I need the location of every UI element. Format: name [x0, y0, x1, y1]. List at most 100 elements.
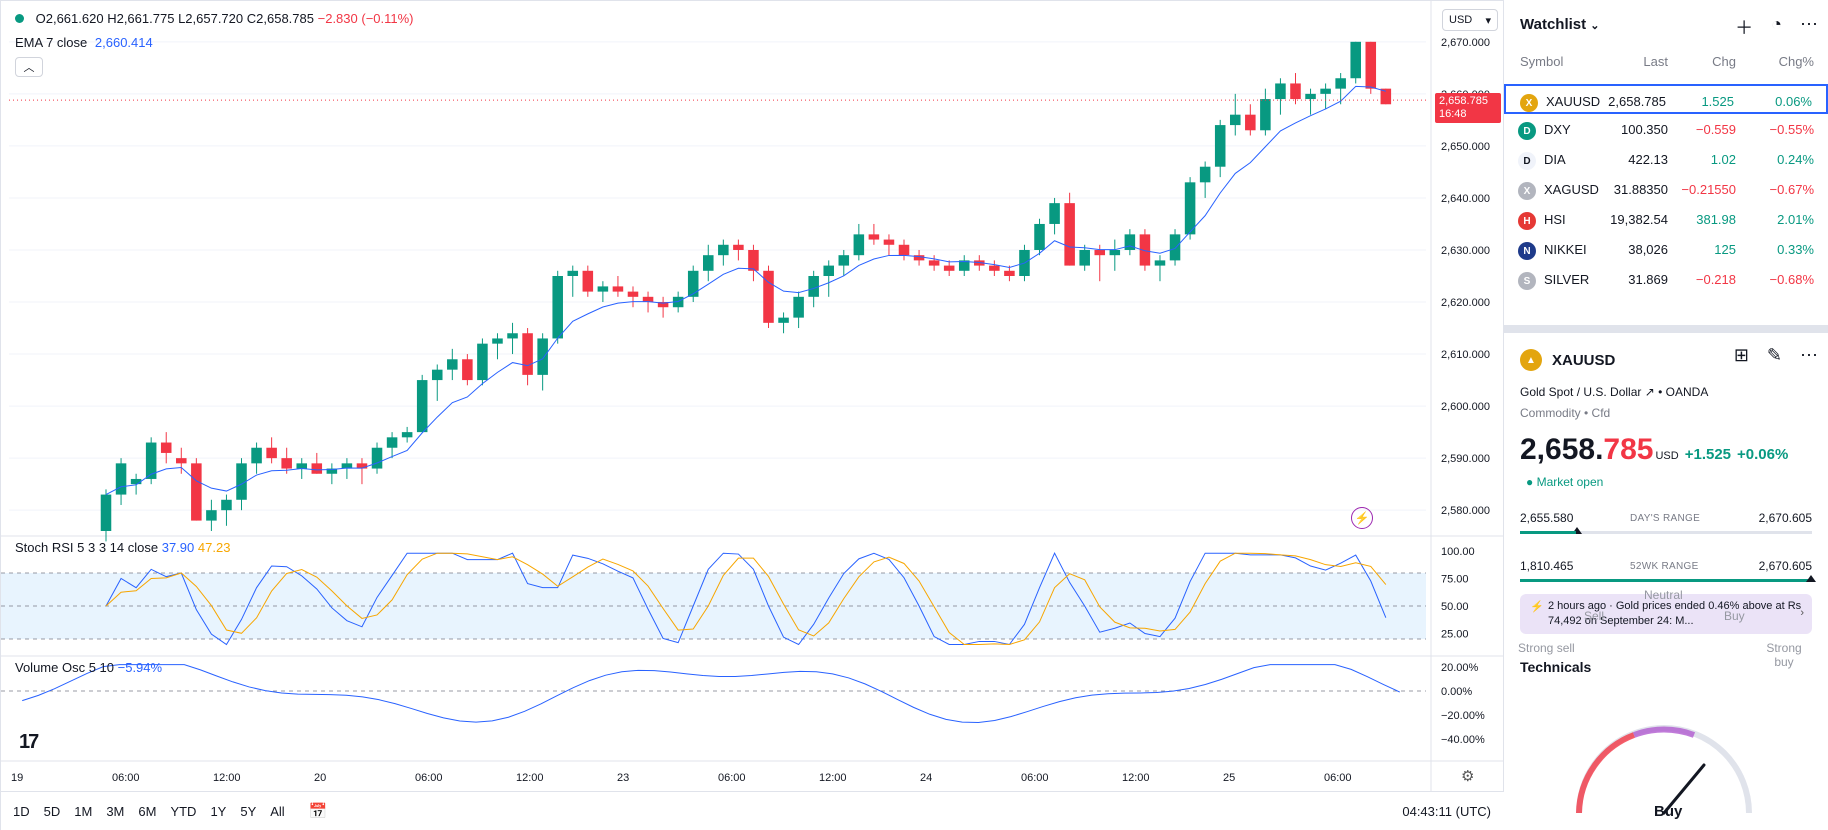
watchlist-row[interactable]: S SILVER 31.869 −0.218 −0.68% [1504, 264, 1828, 294]
tf-5d[interactable]: 5D [43, 803, 61, 819]
ohlc-legend: O2,661.620 H2,661.775 L2,657.720 C2,658.… [15, 11, 414, 26]
price-tick: 2,640.000 [1441, 193, 1490, 205]
price-tick: 2,650.000 [1441, 141, 1490, 153]
candle [236, 463, 247, 500]
candle [1245, 114, 1256, 131]
row-chgpct: −0.55% [1769, 122, 1814, 137]
wk-range-label: 52WK RANGE [1630, 561, 1699, 572]
candle [868, 234, 880, 240]
tf-5y[interactable]: 5Y [240, 803, 257, 819]
add-symbol-icon[interactable]: ＋ [1735, 18, 1754, 38]
gold-icon: ▲ [1520, 349, 1542, 371]
wk-marker [1806, 575, 1816, 582]
watchlist-row[interactable]: X XAGUSD 31.88350 −0.21550 −0.67% [1504, 174, 1828, 204]
advanced-view-icon[interactable]: ◔ [1771, 14, 1782, 34]
col-last[interactable]: Last [1643, 54, 1668, 69]
vol-label: Volume Osc 5 10 [15, 660, 114, 675]
col-symbol[interactable]: Symbol [1520, 54, 1564, 69]
row-last: 38,026 [1628, 242, 1668, 257]
ema-legend[interactable]: EMA 7 close 2,660.414 [15, 35, 153, 50]
col-chgpct[interactable]: Chg% [1778, 54, 1814, 69]
tf-3m[interactable]: 3M [106, 803, 125, 819]
stoch-rsi-legend[interactable]: Stoch RSI 5 3 3 14 close 37.90 47.23 [15, 540, 230, 555]
ema-label: EMA 7 close [15, 35, 88, 50]
detail-symbol[interactable]: XAUUSD [1552, 351, 1616, 369]
volume-osc-legend[interactable]: Volume Osc 5 10 −5.94% [15, 660, 162, 675]
instrument-name[interactable]: Gold Spot / U.S. Dollar ↗ • OANDA [1520, 385, 1709, 399]
time-tick: 25 [1223, 772, 1235, 784]
row-chg: −0.218 [1695, 272, 1736, 287]
layout-icon[interactable]: ⊞ [1733, 345, 1749, 365]
instrument-category: Commodity • Cfd [1520, 406, 1611, 420]
candle [943, 265, 955, 271]
candle [687, 270, 699, 297]
wk-low: 1,810.465 [1520, 559, 1574, 573]
tf-1y[interactable]: 1Y [210, 803, 227, 819]
chart-area[interactable]: 2,670.0002,660.0002,650.0002,640.0002,63… [0, 0, 1505, 830]
tf-ytd[interactable]: YTD [170, 803, 197, 819]
market-status[interactable]: ● Market open [1526, 475, 1604, 489]
dollar-icon: D [1518, 122, 1536, 140]
news-text: 2 hours ago · Gold prices ended 0.46% ab… [1548, 600, 1802, 627]
candle [838, 255, 850, 266]
candle [160, 442, 172, 453]
legend-close: C2,658.785 [246, 11, 314, 26]
time-tick: 12:00 [516, 772, 544, 784]
col-chg[interactable]: Chg [1712, 54, 1736, 69]
row-chg: −0.559 [1695, 122, 1736, 137]
collapse-legend-button[interactable]: ︿ [15, 57, 43, 77]
tf-all[interactable]: All [270, 803, 285, 819]
gauge-sell: Sell [1584, 609, 1605, 623]
row-chg: 381.98 [1696, 212, 1736, 227]
candle [296, 463, 308, 469]
watchlist-row[interactable]: X XAUUSD 2,658.785 1.525 0.06% [1504, 84, 1828, 114]
candle [326, 468, 338, 474]
row-symbol: XAGUSD [1544, 182, 1599, 197]
candle [416, 380, 428, 433]
candle [657, 302, 669, 308]
calendar-icon[interactable]: 📅 [308, 803, 328, 820]
tradingview-logo[interactable]: 17 [19, 731, 39, 753]
candle [1169, 234, 1181, 261]
row-chg: 1.525 [1701, 94, 1734, 109]
edit-icon[interactable]: ✎ [1766, 345, 1782, 365]
tf-6m[interactable]: 6M [138, 803, 157, 819]
candle [356, 463, 368, 469]
watchlist-row[interactable]: N NIKKEI 38,026 125 0.33% [1504, 234, 1828, 264]
candle [100, 494, 112, 531]
lightning-icon[interactable]: ⚡ [1351, 507, 1373, 529]
news-card[interactable]: ⚡ 2 hours ago · Gold prices ended 0.46% … [1520, 594, 1812, 634]
candle [386, 437, 398, 448]
watchlist-row[interactable]: D DIA 422.13 1.02 0.24% [1504, 144, 1828, 174]
watchlist-row[interactable]: H HSI 19,382.54 381.98 2.01% [1504, 204, 1828, 234]
currency-select[interactable]: USD ▾ [1442, 9, 1498, 31]
candle [1214, 125, 1226, 167]
gear-icon[interactable]: ⚙ [1461, 768, 1475, 785]
candle [552, 276, 563, 339]
time-tick: 19 [11, 772, 23, 784]
tf-1m[interactable]: 1M [74, 803, 93, 819]
current-price: 2,658.785 USD +1.525 +0.06% [1520, 433, 1789, 466]
candle [447, 359, 458, 370]
more-icon[interactable]: ⋯ [1800, 14, 1818, 34]
watchlist-title[interactable]: Watchlist ⌄ [1520, 16, 1600, 33]
day-range-bar [1520, 527, 1812, 534]
tf-1d[interactable]: 1D [13, 803, 30, 819]
currency-value: USD [1449, 14, 1473, 26]
candle [191, 463, 202, 521]
candle [627, 291, 639, 297]
technicals-title[interactable]: Technicals [1520, 659, 1592, 675]
legend-high: H2,661.775 [107, 11, 175, 26]
candle [989, 265, 1000, 271]
price-chart[interactable]: 2,670.0002,660.0002,650.0002,640.0002,63… [1, 1, 1505, 791]
watchlist-row[interactable]: D DXY 100.350 −0.559 −0.55% [1504, 114, 1828, 144]
candle [1109, 249, 1121, 256]
vol-tick: 0.00% [1441, 686, 1472, 698]
stoch-tick: 100.00 [1441, 546, 1475, 558]
vol-value: −5.94% [117, 660, 163, 675]
more-icon[interactable]: ⋯ [1800, 345, 1818, 365]
candle [537, 338, 548, 375]
timeframe-bar: 1D 5D 1M 3M 6M YTD 1Y 5Y All 📅 04:43:11 … [1, 791, 1505, 830]
candle [898, 244, 910, 256]
utc-clock[interactable]: 04:43:11 (UTC) [1402, 804, 1491, 819]
